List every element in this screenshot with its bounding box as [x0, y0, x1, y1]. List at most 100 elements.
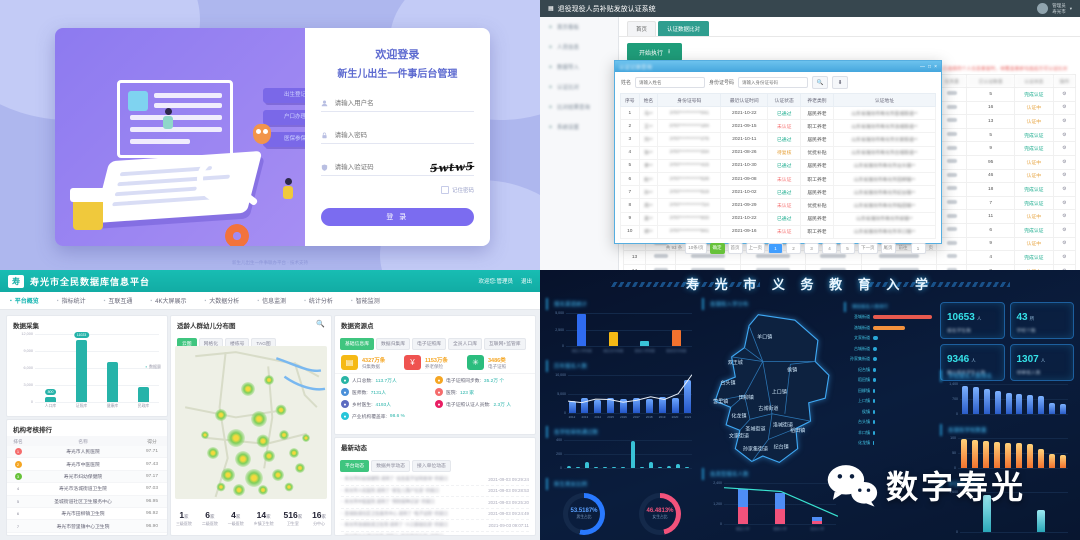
bar[interactable]	[1015, 443, 1022, 468]
gear-icon[interactable]: ⚙	[1052, 87, 1077, 102]
bar[interactable]	[658, 396, 666, 413]
bar[interactable]	[584, 461, 589, 468]
bar[interactable]	[612, 467, 617, 468]
gear-icon[interactable]: ⚙	[1052, 222, 1077, 238]
login-button[interactable]: 登 录	[320, 208, 474, 226]
male-bar[interactable]	[774, 492, 785, 510]
gear-icon[interactable]: ⚙	[1052, 127, 1077, 143]
bar[interactable]	[1059, 403, 1066, 414]
remember-checkbox[interactable]	[440, 186, 449, 194]
sidebar-item[interactable]: ✦ 比对结果查询	[548, 104, 591, 112]
resource-tab[interactable]: 数据归集库	[376, 337, 410, 350]
bar[interactable]	[107, 362, 118, 402]
gear-icon[interactable]: ⚙	[1052, 209, 1077, 224]
goto-input[interactable]: 1	[910, 242, 926, 254]
rank-row[interactable]: 2 寿光市中医医院 97.43	[7, 458, 167, 471]
bar[interactable]	[960, 439, 967, 468]
bar[interactable]	[1027, 395, 1034, 414]
bar[interactable]	[594, 399, 602, 413]
bar[interactable]	[577, 314, 587, 346]
bar[interactable]	[575, 466, 580, 468]
bar[interactable]	[1005, 393, 1012, 414]
bar[interactable]	[667, 466, 672, 468]
captcha-input[interactable]	[332, 162, 425, 172]
confirm-button[interactable]: 确定	[709, 242, 725, 254]
search-button[interactable]: 🔍	[812, 76, 829, 89]
idcard-input[interactable]	[738, 77, 809, 88]
bar[interactable]	[971, 440, 978, 468]
bar[interactable]	[568, 400, 576, 413]
username-input[interactable]	[332, 98, 474, 108]
news-tab[interactable]: 接入单位动态	[412, 459, 451, 472]
gear-icon[interactable]: ⚙	[1052, 263, 1077, 270]
bar[interactable]	[620, 398, 627, 413]
rank-row[interactable]: 4 寿光市洛城街道卫生院 97.03	[7, 483, 167, 496]
news-tab[interactable]: 数据共享动态	[371, 459, 410, 472]
news-item[interactable]: 寿光市人民医院 调用了 “新生儿落户信息” 的接口 2021-09-03 09:…	[341, 486, 529, 497]
bar[interactable]	[608, 332, 618, 346]
maximize-icon[interactable]: □	[928, 63, 932, 70]
female-bar[interactable]	[774, 509, 785, 524]
female-bar[interactable]	[812, 520, 823, 524]
gear-icon[interactable]: ⚙	[1052, 100, 1077, 116]
bar[interactable]	[671, 330, 681, 346]
gear-icon[interactable]: ⚙	[1052, 168, 1077, 184]
bar[interactable]	[593, 467, 598, 468]
sidebar-item[interactable]: ✦ 人员信息	[548, 44, 580, 52]
nav-item[interactable]: 智能监测	[351, 296, 380, 305]
bar[interactable]	[1016, 394, 1023, 414]
gear-icon[interactable]: ⚙	[1052, 236, 1077, 252]
sidebar-item[interactable]: ✦ 首页看板	[548, 24, 580, 32]
bar[interactable]: 800	[43, 388, 58, 402]
nav-item[interactable]: 统计分析	[304, 296, 333, 305]
run-button[interactable]: 开始执行 ⭳	[627, 43, 683, 61]
gear-icon[interactable]: ⚙	[1052, 114, 1077, 129]
user-menu[interactable]: 管理员 寿光市 ▾	[1037, 3, 1072, 15]
rank-row[interactable]: 7 寿光市营里镇中心卫生院 96.90	[7, 520, 167, 533]
resource-tab[interactable]: 基础信息库	[340, 337, 374, 350]
news-tab[interactable]: 平台动态	[340, 459, 370, 472]
tab-home[interactable]: 首页	[627, 21, 657, 36]
sidebar-item[interactable]: ✦ 数据导入	[548, 64, 580, 72]
bar[interactable]	[645, 398, 653, 413]
page-number[interactable]: 3	[804, 242, 819, 254]
bar[interactable]	[982, 441, 989, 468]
bar[interactable]	[632, 397, 640, 413]
nav-item[interactable]: 平台概览	[10, 296, 39, 305]
bar[interactable]	[639, 466, 644, 468]
bar[interactable]	[676, 464, 681, 468]
bar[interactable]	[1037, 509, 1045, 532]
resource-tab[interactable]: 全员人口库	[448, 337, 482, 350]
bar[interactable]	[962, 386, 969, 414]
heat-map[interactable]	[175, 346, 327, 499]
captcha-image[interactable]: 5wtw5	[429, 159, 475, 175]
bar[interactable]	[1037, 396, 1044, 414]
bar[interactable]	[684, 380, 692, 413]
news-item[interactable]: 圣城街道社区卫生服务中心 调用了 “电子证照” 的接口 2021-09-03 0…	[341, 509, 529, 520]
bar[interactable]	[657, 467, 662, 468]
nav-item[interactable]: 互联互通	[104, 296, 132, 305]
sidebar-item[interactable]: ✦ 系统设置	[548, 124, 580, 132]
nav-item[interactable]: 4K大屏展示	[150, 296, 186, 305]
logout-link[interactable]: 退出	[520, 279, 532, 285]
bar[interactable]	[607, 398, 615, 413]
rank-row[interactable]: 6 寿光市田柳镇卫生院 96.92	[7, 508, 167, 521]
page-number[interactable]: 5	[840, 242, 855, 254]
male-bar[interactable]	[737, 489, 748, 508]
nav-item[interactable]: 大数据分析	[205, 296, 239, 305]
bar[interactable]	[1026, 444, 1033, 468]
news-item[interactable]: 寿光市妇幼保健院 调用了 “出生医学证明查询” 的接口 2021-09-03 0…	[341, 474, 529, 486]
nav-item[interactable]: 指标统计	[57, 296, 86, 305]
gear-icon[interactable]: ⚙	[1052, 195, 1077, 211]
bar[interactable]	[1037, 449, 1044, 468]
rank-row[interactable]: 3 寿光市妇幼保健院 97.17	[7, 470, 167, 484]
bar[interactable]	[1004, 442, 1011, 468]
minimize-icon[interactable]: —	[920, 63, 926, 70]
tab-compare[interactable]: 认证数据比对	[658, 21, 710, 36]
news-item[interactable]: 寿光市台头镇卫生院 调用了 “医保参保信息” 的接口 2021-09-03 09…	[341, 532, 529, 535]
news-item[interactable]: 寿光市洛城街道卫生院 调用了 “人口基础信息” 的接口 2021-09-03 0…	[341, 520, 529, 532]
bar[interactable]	[1048, 402, 1055, 414]
bar[interactable]	[983, 494, 991, 532]
bar[interactable]	[603, 467, 608, 468]
page-number[interactable]: 1	[768, 242, 783, 254]
